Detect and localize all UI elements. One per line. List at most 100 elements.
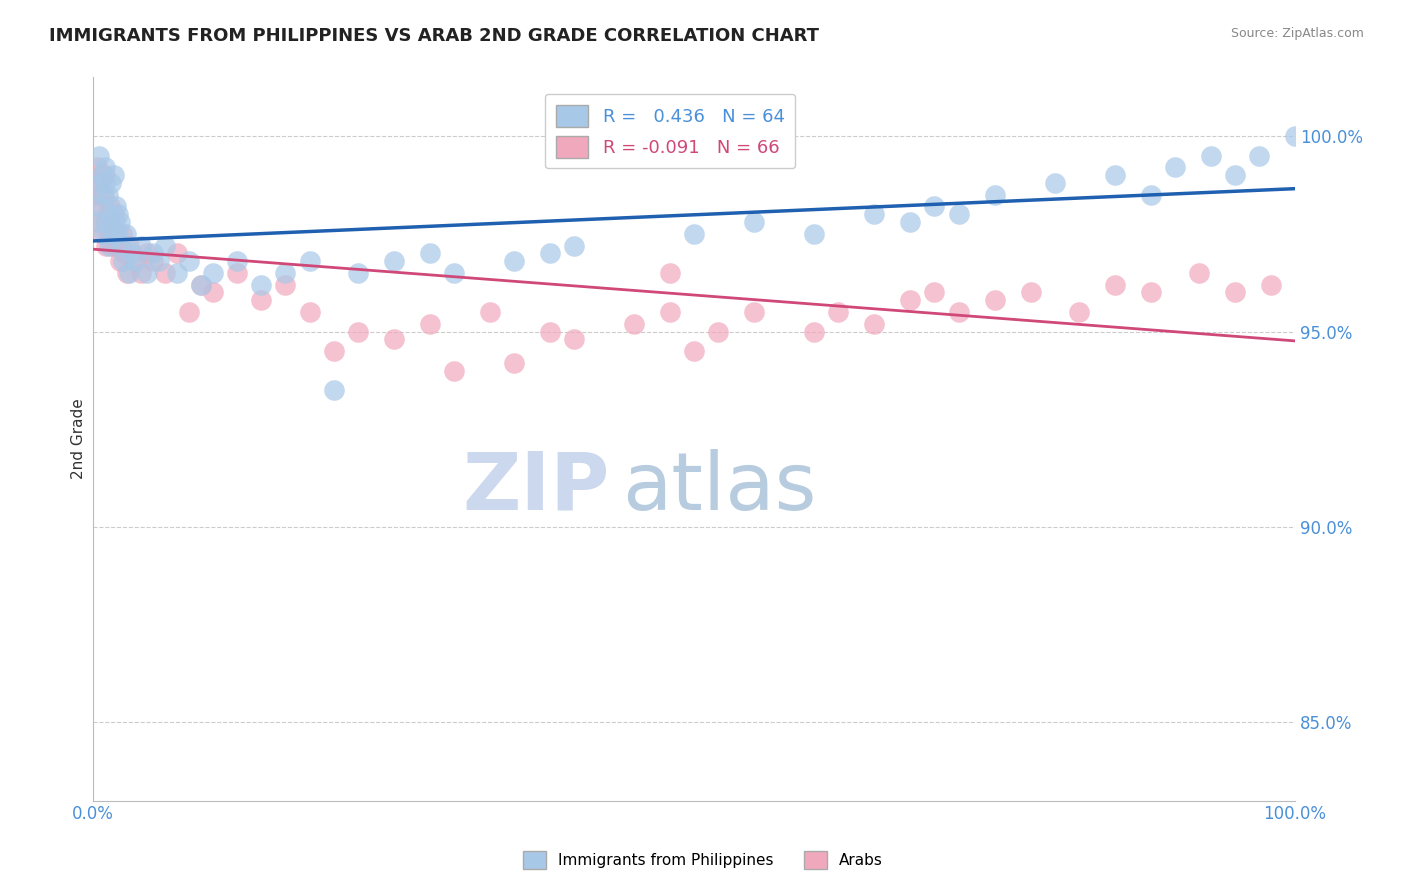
Point	[1139, 187, 1161, 202]
Point	[1199, 148, 1222, 162]
Point	[98, 207, 121, 221]
Point	[108, 254, 131, 268]
Point	[1223, 285, 1246, 300]
Point	[419, 317, 441, 331]
Point	[924, 285, 946, 300]
Point	[250, 293, 273, 308]
Point	[136, 246, 159, 260]
Point	[900, 293, 922, 308]
Point	[107, 207, 129, 221]
Point	[1188, 266, 1211, 280]
Point	[1223, 168, 1246, 182]
Point	[443, 266, 465, 280]
Point	[98, 199, 121, 213]
Point	[562, 332, 585, 346]
Point	[110, 238, 132, 252]
Point	[683, 344, 706, 359]
Point	[562, 238, 585, 252]
Point	[742, 215, 765, 229]
Text: ZIP: ZIP	[463, 449, 610, 527]
Point	[443, 363, 465, 377]
Point	[803, 227, 825, 241]
Point	[1260, 277, 1282, 292]
Point	[94, 176, 117, 190]
Point	[91, 187, 114, 202]
Point	[129, 238, 152, 252]
Point	[91, 227, 114, 241]
Point	[104, 227, 127, 241]
Point	[100, 176, 122, 190]
Point	[89, 176, 111, 190]
Point	[502, 254, 524, 268]
Point	[105, 227, 128, 241]
Point	[298, 254, 321, 268]
Point	[190, 277, 212, 292]
Point	[87, 199, 110, 213]
Point	[983, 293, 1005, 308]
Point	[111, 227, 134, 241]
Point	[742, 305, 765, 319]
Point	[101, 238, 124, 252]
Point	[114, 227, 136, 241]
Point	[202, 285, 225, 300]
Point	[148, 254, 170, 268]
Point	[1104, 168, 1126, 182]
Text: IMMIGRANTS FROM PHILIPPINES VS ARAB 2ND GRADE CORRELATION CHART: IMMIGRANTS FROM PHILIPPINES VS ARAB 2ND …	[49, 27, 820, 45]
Point	[166, 246, 188, 260]
Point	[96, 238, 118, 252]
Y-axis label: 2nd Grade: 2nd Grade	[72, 399, 86, 479]
Point	[89, 176, 111, 190]
Point	[179, 305, 201, 319]
Point	[96, 215, 118, 229]
Point	[103, 207, 125, 221]
Point	[114, 246, 136, 260]
Point	[121, 246, 143, 260]
Point	[707, 325, 730, 339]
Point	[1043, 176, 1066, 190]
Point	[97, 187, 120, 202]
Point	[136, 266, 159, 280]
Point	[124, 254, 146, 268]
Point	[103, 168, 125, 182]
Point	[948, 207, 970, 221]
Point	[118, 238, 141, 252]
Point	[89, 148, 111, 162]
Point	[104, 215, 127, 229]
Point	[948, 305, 970, 319]
Point	[1067, 305, 1090, 319]
Point	[322, 344, 344, 359]
Point	[105, 199, 128, 213]
Point	[97, 227, 120, 241]
Point	[346, 266, 368, 280]
Point	[659, 305, 682, 319]
Point	[124, 254, 146, 268]
Point	[683, 227, 706, 241]
Point	[97, 207, 120, 221]
Point	[538, 325, 561, 339]
Point	[538, 246, 561, 260]
Text: atlas: atlas	[621, 449, 817, 527]
Point	[1164, 161, 1187, 175]
Point	[84, 187, 107, 202]
Point	[94, 168, 117, 182]
Point	[924, 199, 946, 213]
Point	[502, 356, 524, 370]
Point	[142, 254, 165, 268]
Point	[94, 161, 117, 175]
Point	[93, 227, 115, 241]
Point	[105, 238, 128, 252]
Point	[900, 215, 922, 229]
Point	[155, 266, 177, 280]
Point	[118, 266, 141, 280]
Point	[112, 254, 135, 268]
Point	[382, 332, 405, 346]
Point	[382, 254, 405, 268]
Point	[86, 215, 108, 229]
Point	[86, 161, 108, 175]
Legend: Immigrants from Philippines, Arabs: Immigrants from Philippines, Arabs	[517, 845, 889, 875]
Point	[346, 325, 368, 339]
Point	[179, 254, 201, 268]
Point	[1104, 277, 1126, 292]
Point	[97, 238, 120, 252]
Point	[863, 317, 886, 331]
